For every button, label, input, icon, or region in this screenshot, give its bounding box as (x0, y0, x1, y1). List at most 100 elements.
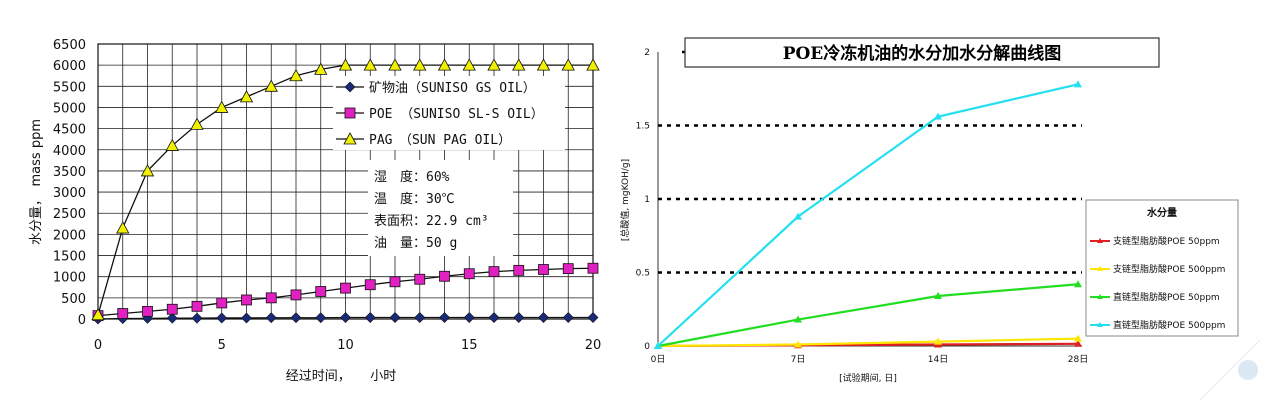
y-tick-label: 0 (78, 313, 86, 328)
legend: 矿物油（SUNISO GS OIL） POE （SUNISO SL-S OIL） P… (333, 76, 565, 150)
data-point (439, 312, 450, 323)
data-point (363, 58, 377, 71)
data-point (487, 58, 501, 71)
data-point (1074, 334, 1082, 342)
chart-moisture-absorption: 0 500 1000 1500 2000 2500 3000 3500 4000 4500 5000… (29, 38, 602, 384)
data-point (116, 221, 130, 234)
y-tick-label: 2000 (53, 228, 86, 243)
data-point (654, 342, 662, 349)
data-point (191, 312, 203, 324)
data-point (140, 164, 155, 177)
x-axis-label: [试验期间, 日] (839, 372, 897, 384)
data-point (264, 79, 278, 92)
legend-label: 直链型脂肪酸POE 500ppm (1113, 319, 1225, 331)
y-tick-label: 4000 (53, 144, 86, 159)
y-axis-label: 水分量， mass ppm (29, 119, 44, 245)
data-point (562, 312, 574, 323)
data-point (340, 282, 351, 294)
data-point (794, 340, 802, 348)
data-point (934, 292, 942, 300)
legend-marker (1097, 294, 1103, 299)
data-point (586, 58, 600, 71)
x-tick-label: 10 (337, 338, 354, 353)
chart-title-box: POE冷冻机油的水分加水分解曲线图 (684, 37, 1160, 68)
legend-label: POE （SUNISO SL-S OIL） (369, 107, 544, 122)
title-background (684, 37, 1160, 68)
data-point (215, 100, 229, 113)
data-point (1074, 280, 1082, 288)
condition-text: 湿 度：60% (374, 169, 450, 185)
data-point (794, 212, 802, 220)
data-point (364, 279, 376, 291)
data-point (389, 276, 401, 288)
data-point (562, 263, 574, 275)
data-point (388, 58, 402, 71)
chart-poe-hydrolysis: 0 0.5 1 1.5 2 0日 7日 14日 28日 [试验期间, 日] [总酸值, mgKOH/… (620, 37, 1261, 401)
data-point (513, 264, 525, 276)
series-line (657, 283, 1079, 348)
legend-label: 矿物油（SUNISO GS OIL） (369, 81, 536, 96)
y-tick-label: 2500 (53, 207, 86, 222)
data-point (191, 300, 203, 312)
data-point (538, 264, 549, 275)
data-point (414, 312, 426, 323)
y-tick-label: 6000 (53, 59, 86, 74)
legend-marker (1097, 322, 1103, 327)
legend-background (1085, 199, 1239, 337)
data-point (239, 90, 254, 103)
data-point (289, 68, 303, 82)
data-point (488, 266, 500, 278)
chart-title: POE冷冻机油的水分加水分解曲线图 (783, 43, 1062, 64)
series-2 (92, 262, 599, 322)
legend-label: 支链型脂肪酸POE 50ppm (1113, 235, 1220, 247)
data-point (536, 58, 551, 71)
data-point (587, 262, 599, 274)
x-tick-label: 14日 (928, 354, 948, 365)
y-tick-label: 5000 (53, 101, 86, 116)
x-tick-label: 0日 (651, 354, 666, 365)
y-tick-label: 5500 (53, 80, 86, 95)
x-tick-label: 7日 (791, 354, 806, 365)
data-point (241, 312, 252, 324)
data-point (587, 312, 599, 323)
data-point (290, 289, 302, 301)
series-4 (654, 80, 1082, 349)
data-point (315, 286, 327, 297)
y-tick-label: 1500 (53, 250, 86, 265)
condition-text: 油 量：50 g (374, 236, 457, 251)
legend-title: 水分量 (1146, 206, 1177, 219)
data-point (166, 303, 178, 315)
y-tick-label: 1.5 (636, 122, 650, 132)
data-point (314, 62, 328, 75)
y-tick-label: 2 (644, 48, 650, 58)
legend-background (333, 76, 565, 150)
conditions-box: 湿 度：60% 温 度：30℃ 表面积：22.9 cm³ 油 量：50 g (368, 160, 513, 256)
data-point (934, 112, 942, 120)
data-point (794, 315, 802, 323)
y-tick-label: 0 (644, 342, 650, 352)
data-point (513, 312, 525, 323)
data-point (315, 312, 327, 324)
legend-marker (1097, 238, 1103, 243)
legend-marker (1097, 266, 1103, 271)
y-tick-label: 1000 (53, 271, 86, 286)
decor-line (1199, 339, 1261, 401)
x-tick-label: 20 (585, 338, 602, 353)
data-point (166, 312, 178, 324)
data-point (190, 117, 204, 130)
x-tick-label: 0 (94, 338, 102, 353)
decor-dot (1238, 360, 1258, 380)
data-point (437, 58, 452, 71)
y-tick-label: 4500 (53, 123, 86, 138)
data-point (488, 312, 500, 323)
data-point (934, 337, 942, 345)
data-point (290, 312, 302, 324)
data-point (117, 308, 129, 319)
data-point (265, 292, 277, 304)
y-tick-label: 6500 (53, 38, 86, 53)
data-point (165, 138, 179, 151)
data-point (463, 312, 475, 323)
y-axis-label: [总酸值, mgKOH/g] (620, 159, 631, 241)
